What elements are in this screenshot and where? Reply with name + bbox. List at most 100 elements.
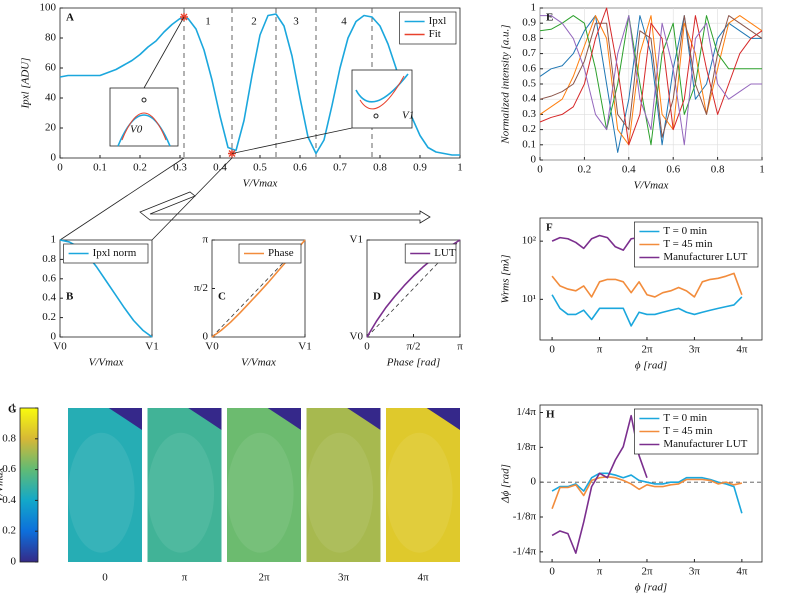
region-label: 4: [341, 16, 347, 28]
x-tick-label: π/2: [406, 341, 420, 353]
panel-label: E: [546, 12, 553, 24]
colorbar-tick-label: 0: [11, 556, 17, 568]
x-tick-label: 0.6: [293, 162, 307, 174]
inset-label: V0: [130, 124, 143, 136]
x-axis-label: V/Vmax: [634, 180, 669, 192]
series-line: [551, 414, 648, 554]
x-tick-label: 3π: [689, 344, 701, 356]
x-axis-label: V/Vmax: [241, 357, 276, 369]
colorbar: [19, 407, 39, 563]
legend-label: LUT: [434, 247, 456, 259]
y-tick-label: -1/8π: [513, 511, 537, 523]
x-axis-label: ϕ [rad]: [635, 582, 667, 594]
region-label: 2: [251, 16, 257, 28]
legend-label: T = 45 min: [663, 238, 713, 250]
flow-arrow: [139, 191, 431, 224]
inset-fit: [359, 75, 405, 110]
y-tick-label: 0.6: [42, 272, 56, 284]
panel-label: H: [546, 409, 555, 421]
zoom-connectors: [59, 157, 431, 241]
map-shading: [386, 432, 453, 553]
x-tick-label: 1: [457, 162, 463, 174]
map-shading: [306, 432, 374, 553]
series-line: [59, 13, 460, 156]
map-shading: [68, 432, 135, 553]
map-shading: [226, 432, 294, 553]
x-tick-label: 4π: [736, 566, 748, 578]
map-corner: [188, 408, 222, 430]
colorbar-tick-label: 1: [11, 402, 17, 414]
x-axis-label: Phase [rad]: [386, 357, 440, 369]
y-tick-label: 1: [531, 2, 537, 14]
x-tick-label: 0.4: [213, 162, 227, 174]
x-tick-label: V0: [205, 341, 219, 353]
x-tick-label: π: [597, 344, 603, 356]
y-tick-label: 0.1: [522, 138, 536, 150]
y-axis-label: Ipxl [ADU]: [20, 57, 32, 109]
inset-point: [141, 97, 147, 103]
x-tick-label: 0: [549, 566, 555, 578]
y-tick-label: V0: [350, 331, 364, 343]
y-tick-label: 10¹: [522, 293, 536, 305]
y-tick-label: 0.3: [522, 108, 536, 120]
x-tick-label: 0: [537, 164, 543, 176]
legend-box: [63, 243, 149, 264]
x-tick-label: 2π: [641, 566, 653, 578]
x-tick-label: 4π: [417, 572, 429, 584]
map-corner: [426, 408, 460, 430]
x-tick-label: 3π: [689, 566, 701, 578]
series-line: [551, 272, 743, 298]
y-tick-label: 0.5: [522, 78, 536, 90]
series-line: [539, 15, 763, 146]
inset-point: [373, 113, 379, 119]
y-tick-label: 0.7: [522, 47, 536, 59]
x-tick-label: 1: [759, 164, 765, 176]
y-tick-label: 0.8: [42, 253, 56, 265]
y-tick-label: 80: [45, 32, 57, 44]
legend-label: Ipxl norm: [93, 247, 137, 259]
panel-label: C: [218, 291, 226, 303]
inset-curve: [355, 73, 409, 103]
legend-box: [238, 243, 302, 264]
x-axis-label: V/Vmax: [89, 357, 124, 369]
y-tick-label: 10²: [522, 235, 537, 247]
x-tick-label: π: [597, 566, 603, 578]
x-tick-label: 3π: [338, 572, 350, 584]
x-tick-label: V1: [145, 341, 158, 353]
y-tick-label: 0.2: [522, 123, 536, 135]
x-tick-label: 0.3: [173, 162, 187, 174]
x-tick-label: π: [182, 572, 188, 584]
x-tick-label: 0: [549, 344, 555, 356]
x-tick-label: 0: [57, 162, 63, 174]
y-axis-label: Δϕ [rad]: [500, 464, 512, 504]
y-tick-label: 0.8: [522, 32, 536, 44]
y-tick-label: 1: [51, 234, 57, 246]
x-axis-label: V/Vmax: [243, 178, 278, 190]
y-tick-label: V1: [350, 234, 363, 246]
y-tick-label: 0.4: [522, 93, 536, 105]
colorbar-tick-label: 0.8: [2, 432, 16, 444]
inset-label: V1: [402, 110, 414, 122]
series-line: [551, 476, 743, 510]
y-tick-label: π: [202, 234, 208, 246]
reference-line: [366, 239, 461, 338]
phase-map: [386, 408, 460, 562]
map-corner: [347, 408, 381, 430]
x-tick-label: 4π: [736, 344, 748, 356]
x-tick-label: 2π: [641, 344, 653, 356]
panel-label: F: [546, 222, 553, 234]
panel-label: A: [66, 12, 74, 24]
y-axis-label: Wrms [mλ]: [500, 254, 512, 303]
inset-connector: [143, 16, 185, 89]
y-tick-label: 60: [45, 62, 57, 74]
x-axis-label: ϕ [rad]: [635, 360, 667, 372]
zoom-line: [59, 157, 185, 241]
y-axis-label: V/Vmax: [0, 467, 6, 502]
y-tick-label: 0.4: [42, 292, 56, 304]
x-tick-label: 0.8: [373, 162, 387, 174]
inset-curve: [117, 114, 171, 147]
panel-label: D: [373, 291, 381, 303]
x-tick-label: 0.4: [622, 164, 636, 176]
legend-label: Manufacturer LUT: [663, 438, 747, 450]
